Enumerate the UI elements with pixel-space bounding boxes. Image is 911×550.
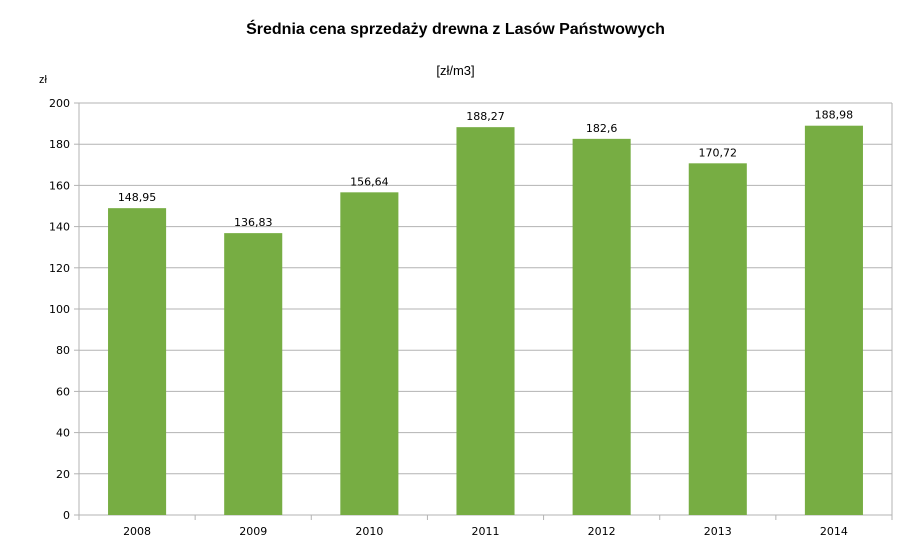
bar	[456, 127, 515, 515]
y-tick-label: 80	[56, 344, 70, 357]
y-tick-label: 120	[49, 262, 70, 275]
data-label: 182,6	[586, 122, 618, 135]
data-label: 156,64	[350, 175, 389, 188]
bar	[572, 138, 631, 515]
bar	[108, 208, 167, 515]
data-label: 188,27	[466, 110, 505, 123]
data-label: 136,83	[234, 216, 273, 229]
bar	[688, 163, 747, 515]
y-tick-label: 200	[49, 97, 70, 110]
x-tick-label: 2010	[355, 525, 383, 538]
bar	[224, 233, 283, 516]
data-label: 188,98	[815, 109, 854, 122]
y-tick-label: 100	[49, 303, 70, 316]
y-tick-label: 40	[56, 427, 70, 440]
y-tick-label: 20	[56, 468, 70, 481]
y-tick-label: 180	[49, 138, 70, 151]
x-tick-label: 2009	[239, 525, 267, 538]
y-tick-label: 60	[56, 385, 70, 398]
y-tick-label: 160	[49, 179, 70, 192]
chart-subtitle: [zł/m3]	[436, 63, 475, 78]
data-label: 170,72	[699, 146, 738, 159]
x-tick-label: 2011	[472, 525, 500, 538]
bar	[804, 125, 863, 515]
x-tick-label: 2013	[704, 525, 732, 538]
x-tick-label: 2008	[123, 525, 151, 538]
chart-title: Średnia cena sprzedaży drewna z Lasów Pa…	[246, 21, 665, 38]
y-tick-label: 140	[49, 221, 70, 234]
bar	[340, 192, 399, 515]
x-tick-label: 2014	[820, 525, 848, 538]
x-tick-label: 2012	[588, 525, 616, 538]
y-tick-label: 0	[63, 509, 70, 522]
y-axis-label: zł	[39, 74, 47, 86]
data-label: 148,95	[118, 191, 157, 204]
